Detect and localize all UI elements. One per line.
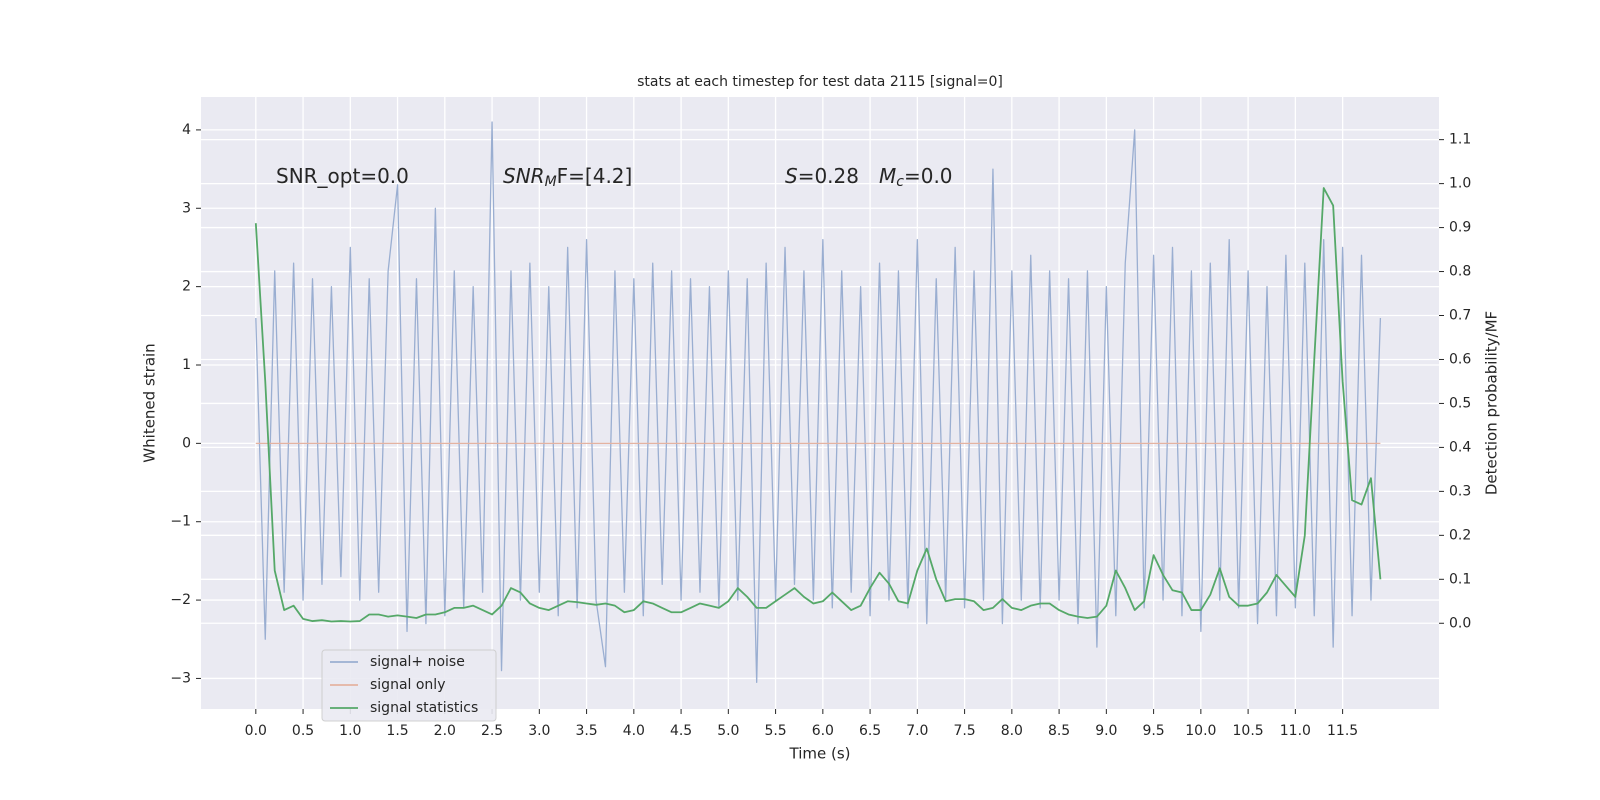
annotation-part: S <box>785 164 798 188</box>
legend-label: signal statistics <box>370 700 478 716</box>
annotation-part: c <box>896 174 904 190</box>
annotation-part: M <box>545 174 557 190</box>
x-tick-label: 9.0 <box>1095 723 1117 739</box>
y-tick-label: 1 <box>182 357 191 373</box>
x-tick-label: 11.0 <box>1280 723 1311 739</box>
x-tick-label: 8.5 <box>1048 723 1070 739</box>
y-tick-label: 2 <box>182 279 191 295</box>
x-tick-label: 1.5 <box>386 723 408 739</box>
annotation-part: M <box>879 164 896 188</box>
annotation-part: SNR_opt=0.0 <box>276 164 409 188</box>
legend-label: signal+ noise <box>370 654 465 670</box>
y2-tick-label: 0.6 <box>1449 351 1471 367</box>
x-tick-label: 1.0 <box>339 723 361 739</box>
y2-tick-label: 1.0 <box>1449 176 1471 192</box>
y2-axis-label: Detection probability/MF <box>1483 311 1501 495</box>
y2-tick-label: 0.5 <box>1449 395 1471 411</box>
y2-tick-label: 1.1 <box>1449 132 1471 148</box>
x-tick-label: 0.5 <box>292 723 314 739</box>
legend-box <box>321 649 497 722</box>
x-tick-label: 10.0 <box>1185 723 1216 739</box>
y-tick-label: −2 <box>170 592 191 608</box>
x-tick-label: 5.5 <box>764 723 786 739</box>
annotation: SNRMF=[4.2] <box>503 164 632 191</box>
y2-tick-label: 0.0 <box>1449 615 1471 631</box>
x-tick-label: 2.5 <box>481 723 503 739</box>
annotation-part: =0.28 <box>798 164 859 188</box>
x-tick-label: 4.5 <box>670 723 692 739</box>
series-line <box>255 121 1382 684</box>
chart-title: stats at each timestep for test data 211… <box>637 74 1003 90</box>
annotation-gap <box>859 164 879 188</box>
x-tick-label: 3.5 <box>575 723 597 739</box>
y2-tick-label: 0.8 <box>1449 264 1471 280</box>
x-tick-label: 8.0 <box>1001 723 1023 739</box>
y2-tick-label: 0.7 <box>1449 308 1471 324</box>
y-tick-label: 0 <box>182 435 191 451</box>
y-axis-label: Whitened strain <box>141 343 159 462</box>
x-tick-label: 0.0 <box>245 723 267 739</box>
y-tick-label: −3 <box>170 670 191 686</box>
x-tick-label: 2.0 <box>434 723 456 739</box>
x-tick-label: 6.5 <box>859 723 881 739</box>
annotation-part: SNR <box>503 164 545 188</box>
x-axis-label: Time (s) <box>789 745 851 763</box>
annotation: SNR_opt=0.0 <box>276 164 409 188</box>
y2-tick-label: 0.2 <box>1449 527 1471 543</box>
x-tick-label: 4.0 <box>623 723 645 739</box>
x-tick-label: 11.5 <box>1327 723 1358 739</box>
y2-tick-label: 0.9 <box>1449 220 1471 236</box>
annotation: S=0.28 Mc=0.0 <box>785 164 953 191</box>
x-tick-label: 5.0 <box>717 723 739 739</box>
y-tick-label: 3 <box>182 200 191 216</box>
y2-tick-label: 0.4 <box>1449 439 1471 455</box>
x-tick-label: 7.5 <box>953 723 975 739</box>
x-tick-label: 6.0 <box>812 723 834 739</box>
x-tick-label: 3.0 <box>528 723 550 739</box>
y-tick-label: 4 <box>182 122 191 138</box>
y-tick-label: −1 <box>170 514 191 530</box>
x-tick-label: 9.5 <box>1142 723 1164 739</box>
series-line <box>254 187 1382 623</box>
x-tick-label: 7.0 <box>906 723 928 739</box>
y2-tick-label: 0.3 <box>1449 483 1471 499</box>
annotation-part: =0.0 <box>904 164 953 188</box>
legend-label: signal only <box>370 677 445 693</box>
y2-tick-label: 0.1 <box>1449 571 1471 587</box>
annotation-part: F=[4.2] <box>557 164 633 188</box>
x-tick-label: 10.5 <box>1233 723 1264 739</box>
